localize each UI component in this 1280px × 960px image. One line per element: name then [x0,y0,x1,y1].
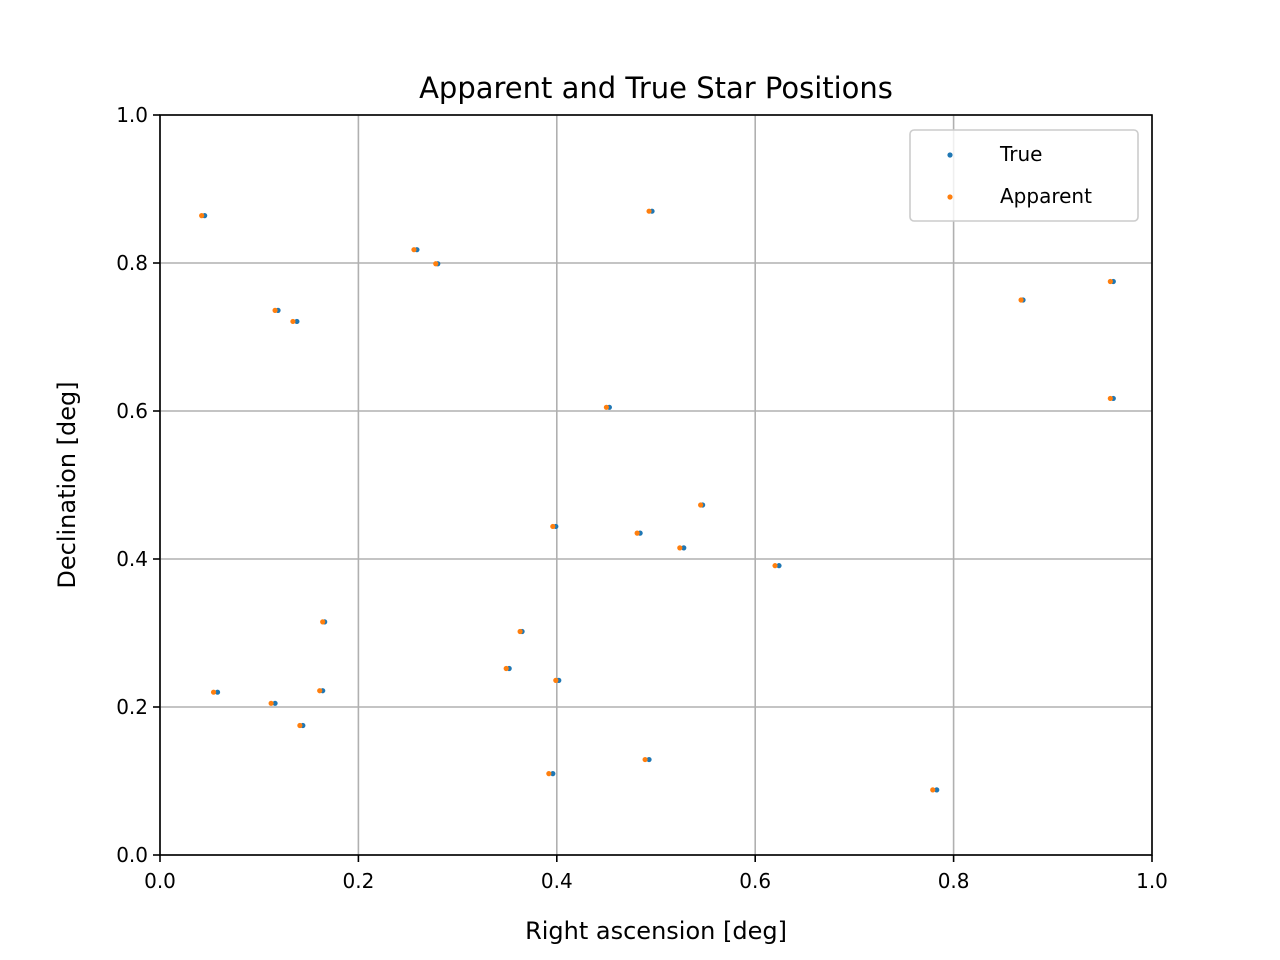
legend-marker-apparent [947,194,953,200]
point-apparent [199,213,205,219]
point-apparent [930,787,936,793]
point-true [646,756,652,763]
point-apparent [1107,395,1113,402]
point-true [934,787,940,793]
point-apparent [677,545,683,551]
legend: True Apparent [909,129,1139,222]
x-tick-label: 0.8 [938,869,970,893]
point-apparent [411,247,417,253]
point-apparent [646,208,652,214]
point-apparent [642,756,648,763]
point-apparent [603,404,610,410]
legend-label-apparent: Apparent [1000,184,1092,208]
point-apparent [1018,297,1024,303]
point-true [294,318,300,325]
point-apparent [297,722,303,729]
point-apparent [698,502,704,508]
point-apparent [546,771,552,777]
point-apparent [320,619,326,625]
point-apparent [1107,278,1113,285]
grid-lines [159,114,1153,856]
plot-frame [159,114,1153,856]
point-true [681,545,687,551]
point-apparent [317,688,323,694]
y-tick-label: 0.6 [116,399,148,423]
legend-box [909,129,1139,222]
point-true [272,700,278,706]
point-apparent [553,677,559,683]
legend-marker-true [947,152,953,158]
x-tick-label: 0.4 [541,869,573,893]
point-apparent [550,523,556,530]
point-apparent [433,261,439,267]
data-points [199,208,1116,793]
y-tick-label: 0.2 [116,695,148,719]
y-tick-label: 1.0 [116,103,148,127]
y-axis-title: Declination [deg] [53,381,81,588]
axis-ticks: 0.0 0.2 0.4 0.6 0.8 1.0 0.0 0.2 0.4 0.6 0.8 1.0 [116,103,1168,893]
x-tick-label: 1.0 [1136,869,1168,893]
point-apparent [210,689,217,695]
point-apparent [517,628,523,635]
y-tick-label: 0.0 [116,843,148,867]
point-apparent [272,307,278,313]
x-axis-title: Right ascension [deg] [525,917,787,945]
point-true [550,771,556,777]
x-tick-label: 0.2 [342,869,374,893]
y-tick-label: 0.4 [116,547,148,571]
point-apparent [772,563,778,569]
point-apparent [290,318,296,325]
legend-label-true: True [999,142,1042,166]
point-true [776,563,782,569]
point-apparent [634,530,640,536]
x-tick-label: 0.6 [739,869,771,893]
point-apparent [268,700,274,706]
point-apparent [503,665,509,672]
x-tick-label: 0.0 [144,869,176,893]
point-true [214,689,221,695]
y-tick-label: 0.8 [116,251,148,275]
chart-title: Apparent and True Star Positions [419,71,893,105]
